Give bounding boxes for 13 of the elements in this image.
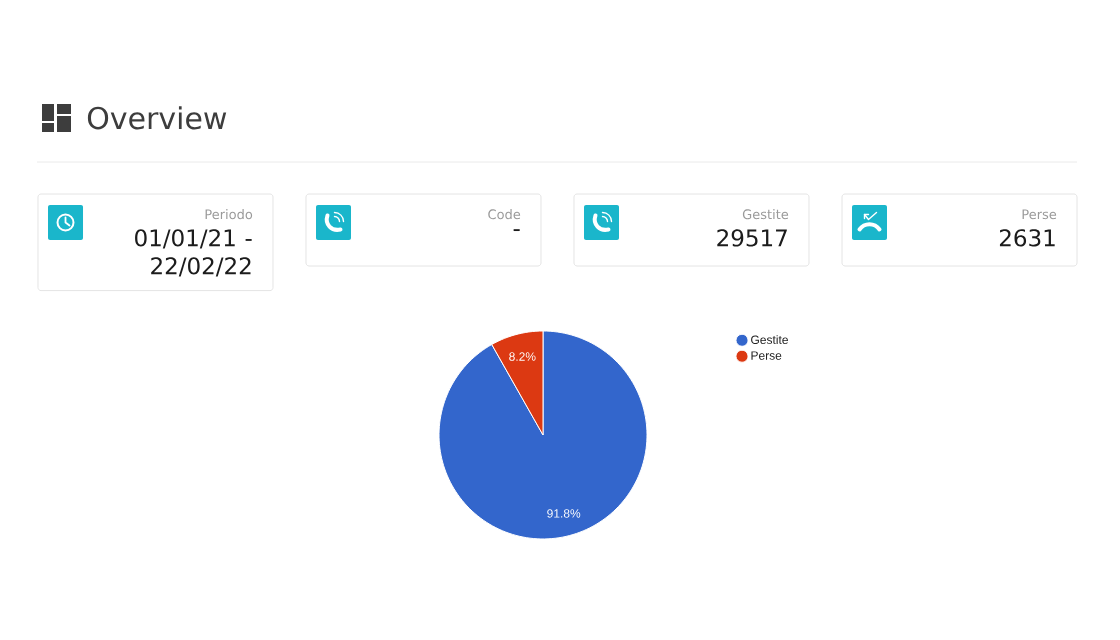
data-label: 91.8% — [547, 509, 581, 518]
text: Overview — [87, 106, 227, 130]
text: 01/01/21 - 22/02/22 — [135, 229, 252, 277]
legend-label: Gestite — [751, 335, 788, 344]
text: Code — [488, 209, 521, 220]
text: 2631 — [999, 229, 1055, 247]
data-label: 8.2% — [509, 352, 536, 361]
text: Periodo — [205, 209, 253, 220]
text: 29517 — [717, 229, 787, 247]
legend-label: Perse — [751, 351, 782, 360]
text: Gestite — [742, 209, 789, 220]
text: - — [513, 229, 520, 232]
text: Perse — [1022, 209, 1057, 220]
